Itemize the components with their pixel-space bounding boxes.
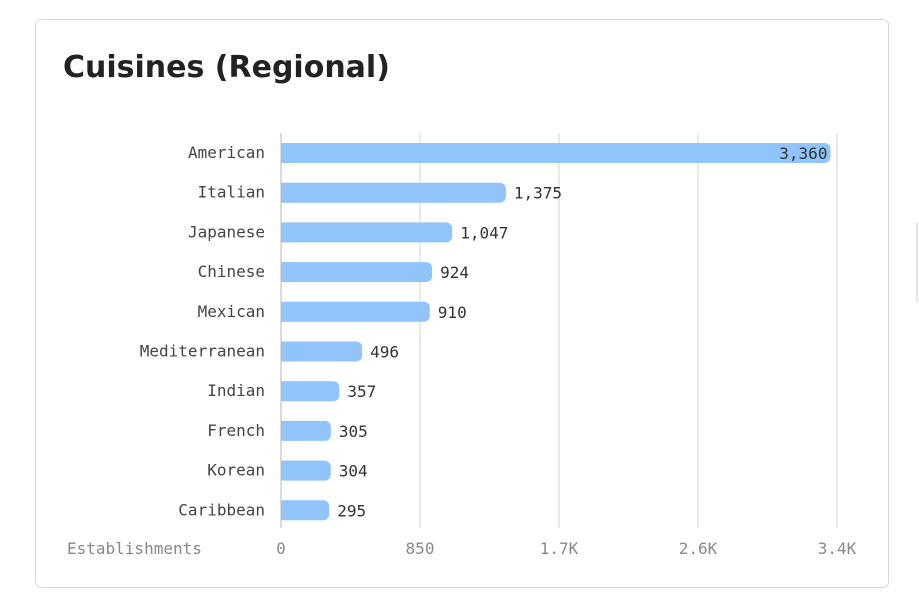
category-label: Italian xyxy=(198,183,265,202)
x-tick-label: 3.4K xyxy=(818,539,857,558)
value-label: 496 xyxy=(370,343,399,362)
bar-base xyxy=(281,500,289,521)
bar xyxy=(281,500,330,521)
category-label: Korean xyxy=(207,461,265,480)
value-label: 295 xyxy=(337,501,366,520)
bar-base xyxy=(281,460,289,481)
category-label: Caribbean xyxy=(178,500,265,519)
bar xyxy=(281,222,453,243)
bar xyxy=(281,301,430,322)
bar xyxy=(281,341,363,362)
bar-base xyxy=(281,222,289,243)
x-tick-label: 850 xyxy=(406,539,435,558)
value-label: 305 xyxy=(339,422,368,441)
value-label: 910 xyxy=(438,303,467,322)
bars xyxy=(281,143,831,521)
category-label: American xyxy=(188,143,265,162)
value-label: 1,375 xyxy=(514,184,562,203)
bar xyxy=(281,143,831,163)
chart-title: Cuisines (Regional) xyxy=(63,50,390,85)
value-label: 304 xyxy=(339,462,368,481)
bar xyxy=(281,182,506,203)
category-label: Chinese xyxy=(198,262,265,281)
bar-base xyxy=(281,182,289,203)
category-label: Japanese xyxy=(188,222,265,241)
x-tick-label: 0 xyxy=(276,539,286,558)
category-label: French xyxy=(207,421,265,440)
bar xyxy=(281,420,331,441)
labels: 0 850 1.7K 2.6K 3.4K American 3,360 Italian 1,37… xyxy=(140,143,857,558)
bar-base xyxy=(281,341,289,362)
bar-base xyxy=(281,143,289,163)
x-tick-label: 1.7K xyxy=(540,539,579,558)
bar-base xyxy=(281,262,289,283)
value-label: 1,047 xyxy=(460,223,508,242)
bar-base xyxy=(281,301,289,322)
chart-card: Cuisines (Regional) xyxy=(35,19,889,588)
value-label: 3,360 xyxy=(779,144,827,163)
category-label: Mediterranean xyxy=(140,342,265,361)
bar xyxy=(281,460,331,481)
bar-base xyxy=(281,381,289,402)
x-axis-label: Establishments xyxy=(67,539,202,558)
x-tick-label: 2.6K xyxy=(679,539,718,558)
bar xyxy=(281,262,433,283)
value-label: 357 xyxy=(347,382,376,401)
bar-base xyxy=(281,420,289,441)
category-label: Indian xyxy=(207,381,265,400)
bar xyxy=(281,381,340,402)
category-label: Mexican xyxy=(198,302,265,321)
side-panel-edge xyxy=(916,222,918,302)
value-label: 924 xyxy=(440,263,469,282)
